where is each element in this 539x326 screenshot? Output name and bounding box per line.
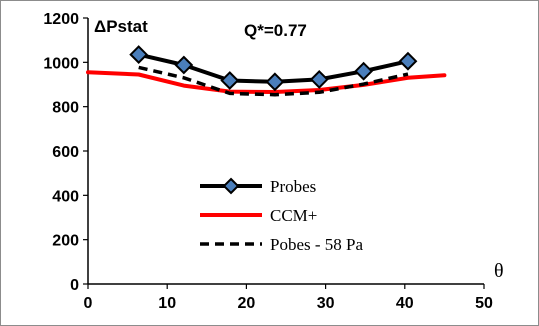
x-axis-label: θ bbox=[494, 260, 504, 282]
y-tick-label: 400 bbox=[52, 188, 79, 205]
x-tick-label: 20 bbox=[238, 295, 256, 312]
y-tick-label: 200 bbox=[52, 233, 79, 250]
data-point-marker bbox=[174, 55, 194, 75]
y-tick-label: 1200 bbox=[43, 11, 79, 28]
y-axis-label: ΔPstat bbox=[94, 17, 148, 36]
chart-annotation: Q*=0.77 bbox=[244, 21, 307, 40]
y-tick-label: 1000 bbox=[43, 55, 79, 72]
data-point-marker bbox=[354, 61, 374, 81]
data-point-marker bbox=[220, 71, 240, 90]
series-line-ccm bbox=[86, 70, 447, 94]
x-tick-label: 30 bbox=[317, 295, 335, 312]
legend-label: Pobes - 58 Pa bbox=[270, 235, 363, 254]
legend-marker bbox=[222, 177, 240, 195]
x-tick-label: 0 bbox=[84, 295, 93, 312]
y-tick-label: 0 bbox=[70, 277, 79, 294]
data-point-marker bbox=[309, 69, 329, 89]
data-point-marker bbox=[265, 72, 285, 92]
legend: Probes CCM+ Pobes - 58 Pa bbox=[200, 177, 363, 254]
data-point-marker bbox=[398, 51, 418, 71]
x-tick-label: 10 bbox=[158, 295, 176, 312]
y-tick-label: 800 bbox=[52, 100, 79, 117]
y-tick-label: 600 bbox=[52, 144, 79, 161]
series-line-pobes-58 bbox=[138, 65, 409, 97]
data-point-marker bbox=[129, 45, 149, 64]
legend-label: CCM+ bbox=[270, 206, 317, 225]
legend-label: Probes bbox=[270, 177, 316, 196]
x-tick-label: 40 bbox=[396, 295, 414, 312]
x-tick-label: 50 bbox=[475, 295, 493, 312]
